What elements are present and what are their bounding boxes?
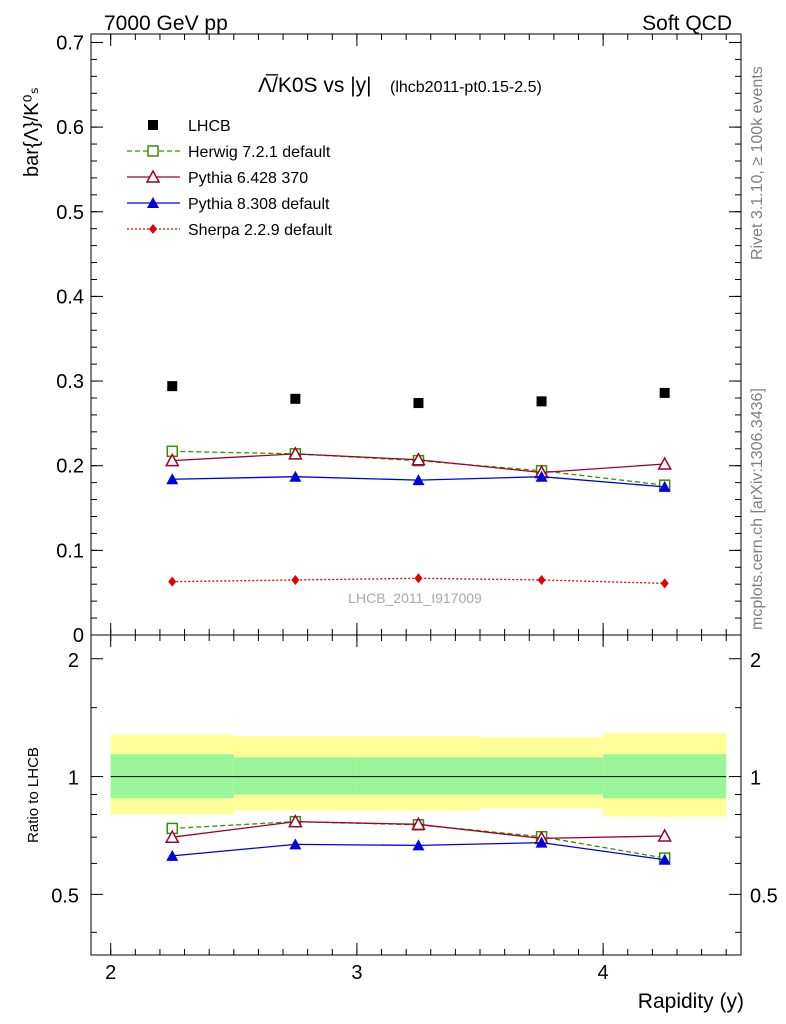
legend-entry: Herwig 7.2.1 default [127,144,331,161]
bottom-frame [90,634,742,956]
ratio-data-point [164,829,180,843]
ratio-series-2 [166,836,671,865]
legend-marker [149,224,157,234]
data-point [291,574,300,585]
ratio-y-tick-label: 1 [68,768,79,790]
header-right: Soft QCD [642,12,732,35]
legend-label: Pythia 8.308 default [188,196,330,213]
title-main: Λ̅/K0S vs |y| [258,74,372,97]
series-2 [164,446,672,479]
y-tick-label: 0.3 [56,371,84,393]
x-tick-label: 2 [105,962,116,984]
ratio-data-point [289,838,302,850]
legend-label: Sherpa 2.2.9 default [188,222,333,239]
ratio-series-1 [164,814,672,845]
data-point [657,456,672,470]
ratio-series-line [172,821,665,859]
data-point [412,474,425,486]
ratio-y-tick-label-right: 1 [750,768,761,790]
data-point [290,393,301,404]
ratio-data-point [411,816,426,831]
top-panel: 0 0.1 0.2 0.3 0.4 0.5 0.6 0.7 [56,32,742,647]
legend-entry: Pythia 8.308 default [127,196,330,213]
legend: LHCB Herwig 7.2.1 default Pythia 6.428 370… [127,118,333,239]
data-point [537,574,546,585]
legend-entry: Pythia 6.428 370 [127,169,308,187]
y-tick-label: 0.2 [56,456,84,478]
data-point [166,473,179,485]
legend-label: Pythia 6.428 370 [188,170,308,187]
legend-entry: Sherpa 2.2.9 default [127,222,333,239]
legend-label: LHCB [188,118,231,135]
legend-marker [147,145,159,157]
ratio-band-inner [480,757,604,795]
series-3 [166,470,671,492]
data-point [658,480,671,492]
data-point [289,470,302,482]
x-tick-label: 3 [351,962,362,984]
title-sub: (lhcb2011-pt0.15-2.5) [390,79,542,96]
bottom-y-axis-label: Ratio to LHCB [25,747,42,843]
y-tick-label: 0 [73,625,84,647]
data-point [660,578,669,589]
ratio-panel: 0.5 0.5 1 1 2 2 2 3 4 [51,634,778,984]
analysis-watermark: LHCB_2011_I917009 [348,590,482,606]
ratio-y-tick-label-right: 0.5 [750,885,778,907]
data-point [168,576,177,587]
y-tick-label: 0.5 [56,202,84,224]
legend-marker [148,120,158,130]
y-tick-label: 0.6 [56,117,84,139]
series-line [172,450,665,486]
ratio-data-point [657,828,672,842]
y-tick-label: 0.1 [56,540,84,562]
series-4 [168,573,669,589]
header-left: 7000 GeV pp [104,12,228,35]
data-point [535,470,548,482]
top-y-axis-label: bar{Λ}/K⁰ₛ [21,87,43,177]
y-tick-label: 0.4 [56,286,84,308]
data-point [167,381,178,392]
y-tick-label: 0.7 [56,32,84,54]
legend-label: Herwig 7.2.1 default [188,144,331,161]
data-point [414,573,423,584]
x-axis-label: Rapidity (y) [638,990,744,1013]
x-tick-label: 4 [598,962,609,984]
data-point [413,398,424,409]
ratio-band-inner [233,757,357,795]
rivet-version-label: Rivet 3.1.10, ≥ 100k events [749,66,766,260]
legend-marker [147,197,159,208]
main-title: Λ̅/K0S vs |y| (lhcb2011-pt0.15-2.5) [258,74,542,97]
data-point [164,453,180,467]
ratio-data-point [535,836,548,848]
legend-marker [145,169,161,183]
ratio-y-tick-label-right: 2 [750,650,761,672]
source-label: mcplots.cern.ch [arXiv:1306.3436] [749,388,766,630]
data-point [659,387,670,398]
data-point [288,446,303,460]
legend-entry: LHCB [148,118,231,135]
ratio-band-inner [356,757,481,795]
data-point [411,452,426,466]
ratio-data-point [166,849,179,861]
ratio-y-tick-label: 2 [68,650,79,672]
data-point [536,396,547,407]
series-0 [167,381,670,409]
ratio-y-tick-label: 0.5 [51,885,79,907]
ratio-data-point [288,814,303,828]
ratio-data-point [658,853,671,865]
ratio-data-point [412,839,425,851]
